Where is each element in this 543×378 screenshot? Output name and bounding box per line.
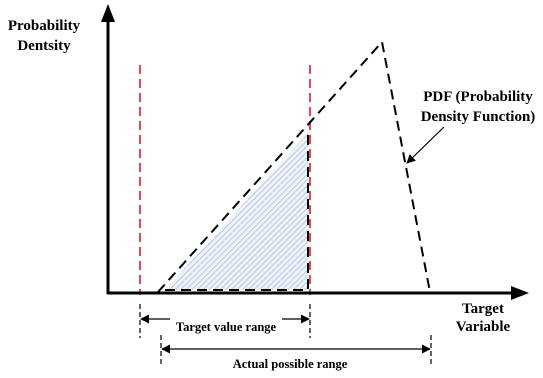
target-range-label: Target value range: [176, 320, 277, 334]
actual-range-label: Actual possible range: [233, 357, 348, 371]
y-axis-label-line1: Probability: [8, 18, 81, 34]
target-shaded-area: [165, 133, 308, 290]
pdf-annotation-line2: Density Function): [421, 109, 536, 125]
x-axis-label-line2: Variable: [456, 319, 511, 335]
pdf-curve: [157, 39, 431, 293]
truncated-pdf-outline: [165, 133, 309, 291]
y-axis-label-line2: Dentsity: [17, 38, 71, 54]
pdf-annotation-line1: PDF (Probability: [423, 89, 533, 105]
x-axis-label-line1: Target: [462, 301, 504, 317]
x-axis-arrowhead: [511, 286, 529, 300]
target-range-label-bg: [170, 318, 282, 334]
pdf-pointer-arrow: [406, 126, 445, 164]
y-axis-arrowhead: [101, 4, 115, 22]
